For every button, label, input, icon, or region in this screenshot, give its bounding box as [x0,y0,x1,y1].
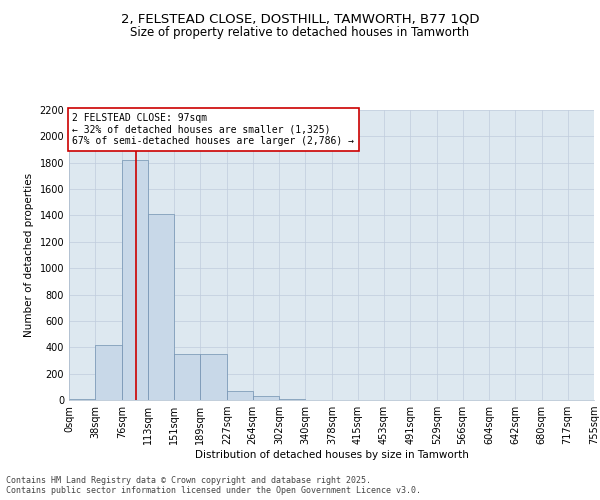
Bar [253,396,279,400]
Bar [95,344,122,400]
Bar [227,391,253,400]
Text: 2, FELSTEAD CLOSE, DOSTHILL, TAMWORTH, B77 1QD: 2, FELSTEAD CLOSE, DOSTHILL, TAMWORTH, B… [121,12,479,26]
Bar [200,354,227,400]
Text: Size of property relative to detached houses in Tamworth: Size of property relative to detached ho… [130,26,470,39]
Bar [174,354,200,400]
Y-axis label: Number of detached properties: Number of detached properties [24,173,34,337]
Text: Contains HM Land Registry data © Crown copyright and database right 2025.
Contai: Contains HM Land Registry data © Crown c… [6,476,421,495]
Text: 2 FELSTEAD CLOSE: 97sqm
← 32% of detached houses are smaller (1,325)
67% of semi: 2 FELSTEAD CLOSE: 97sqm ← 32% of detache… [73,114,355,146]
Bar [279,398,305,400]
Bar [122,160,148,400]
X-axis label: Distribution of detached houses by size in Tamworth: Distribution of detached houses by size … [194,450,469,460]
Bar [148,214,174,400]
